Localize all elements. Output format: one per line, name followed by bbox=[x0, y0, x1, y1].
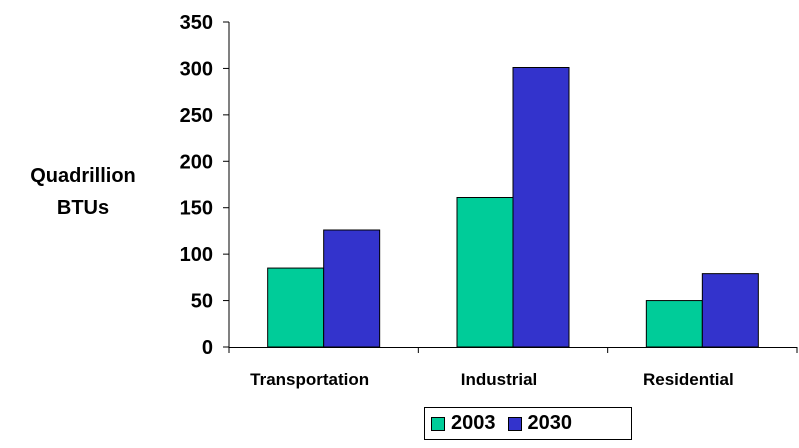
x-tick-label-industrial: Industrial bbox=[461, 370, 538, 389]
y-tick-label-350: 350 bbox=[180, 12, 213, 34]
y-axis-label-line-1: Quadrillion bbox=[30, 165, 136, 187]
legend-label-2030: 2030 bbox=[527, 412, 573, 434]
legend-swatch-2030 bbox=[507, 416, 522, 431]
bar-2030-transportation bbox=[323, 229, 381, 348]
bar-2003-residential bbox=[645, 300, 703, 348]
legend: 2003 2030 bbox=[424, 407, 632, 440]
y-tick-label-250: 250 bbox=[180, 105, 213, 127]
legend-item-2003: 2003 bbox=[431, 412, 496, 435]
bar-2003-industrial bbox=[456, 197, 514, 348]
x-tick-label-transportation: Transportation bbox=[250, 370, 369, 389]
y-axis-label-line-2: BTUs bbox=[56, 197, 110, 219]
y-tick-label-50: 50 bbox=[191, 291, 213, 313]
legend-label-2003: 2003 bbox=[451, 412, 496, 434]
y-axis-label: Quadrillion BTUs bbox=[8, 160, 158, 224]
legend-item-2030: 2030 bbox=[507, 412, 573, 435]
y-tick-label-100: 100 bbox=[180, 244, 213, 266]
y-tick-label-150: 150 bbox=[180, 198, 213, 220]
bar-2030-industrial bbox=[512, 67, 570, 348]
y-tick-label-300: 300 bbox=[180, 58, 213, 80]
y-tick-label-0: 0 bbox=[202, 337, 213, 359]
bar-2030-residential bbox=[701, 273, 759, 348]
y-tick-label-200: 200 bbox=[180, 151, 213, 173]
bar-2003-transportation bbox=[267, 267, 325, 348]
x-tick-label-residential: Residential bbox=[643, 370, 734, 389]
legend-swatch-2003 bbox=[431, 416, 445, 431]
